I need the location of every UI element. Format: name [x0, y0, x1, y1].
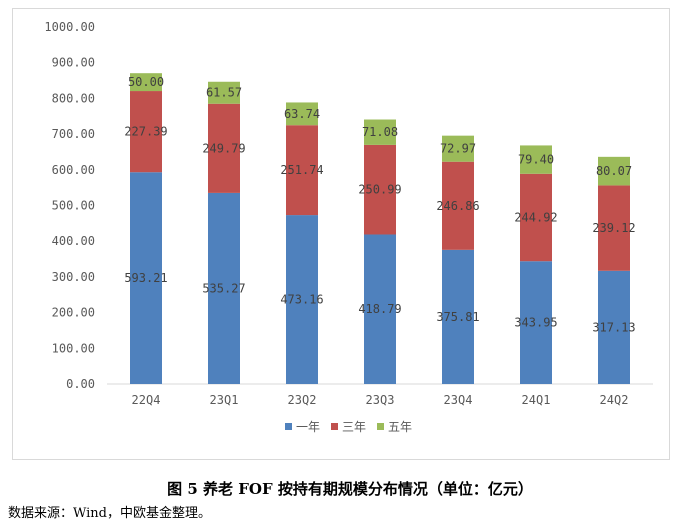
y-tick-label: 800.00 [52, 91, 95, 105]
data-label: 239.12 [592, 221, 635, 235]
bar-23Q1-series-1 [208, 103, 240, 193]
x-tick-label: 23Q3 [366, 393, 395, 407]
bar-23Q3-series-2 [364, 119, 396, 145]
y-tick-label: 200.00 [52, 306, 95, 320]
data-label: 343.95 [514, 316, 557, 330]
y-tick-label: 1000.00 [44, 20, 95, 34]
legend-label: 五年 [388, 420, 412, 434]
legend-swatch [285, 423, 292, 430]
chart-frame: 0.00 100.00 200.00 300.00 400.00 500.00 600.00… [12, 8, 670, 460]
stacked-bar-chart: 0.00 100.00 200.00 300.00 400.00 500.00 600.00… [44, 20, 653, 434]
data-label: 250.99 [358, 183, 401, 197]
y-tick-label: 0.00 [66, 377, 95, 391]
data-label: 535.27 [202, 281, 245, 295]
data-label: 246.86 [436, 199, 479, 213]
x-tick-label: 22Q4 [132, 393, 161, 407]
legend-label: 三年 [342, 420, 366, 434]
bar-23Q4-series-0 [442, 249, 474, 384]
bar-23Q3-series-1 [364, 144, 396, 235]
y-tick-label: 600.00 [52, 163, 95, 177]
data-label: 79.40 [518, 153, 554, 167]
data-label: 80.07 [596, 164, 632, 178]
bar-23Q2-series-0 [286, 215, 318, 384]
y-tick-label: 900.00 [52, 56, 95, 70]
data-label: 71.08 [362, 125, 398, 139]
bar-23Q4-series-2 [442, 135, 474, 162]
data-label: 63.74 [284, 107, 320, 121]
data-label: 251.74 [280, 163, 323, 177]
x-tick-label: 24Q2 [600, 393, 629, 407]
x-tick-label: 23Q1 [210, 393, 239, 407]
bar-24Q1-series-0 [520, 261, 552, 384]
data-label: 244.92 [514, 210, 557, 224]
data-label: 593.21 [124, 271, 167, 285]
legend-label: 一年 [296, 420, 320, 434]
bar-23Q2-series-2 [286, 102, 318, 126]
bar-22Q4-series-1 [130, 91, 162, 173]
bar-23Q3-series-0 [364, 234, 396, 384]
bar-22Q4-series-2 [130, 73, 162, 92]
y-tick-label: 700.00 [52, 127, 95, 141]
data-label: 50.00 [128, 75, 164, 89]
bar-24Q2-series-1 [598, 185, 630, 271]
x-tick-label: 24Q1 [522, 393, 551, 407]
legend-swatch [377, 423, 384, 430]
legend-swatch [331, 423, 338, 430]
bar-23Q1-series-0 [208, 192, 240, 384]
bar-23Q2-series-1 [286, 125, 318, 216]
bar-24Q2-series-2 [598, 156, 630, 186]
bar-23Q4-series-1 [442, 161, 474, 250]
data-label: 418.79 [358, 302, 401, 316]
x-tick-label: 23Q4 [444, 393, 473, 407]
y-tick-label: 300.00 [52, 270, 95, 284]
y-tick-label: 400.00 [52, 234, 95, 248]
source-note: 数据来源：Wind，中欧基金整理。 [8, 506, 211, 521]
data-label: 375.81 [436, 310, 479, 324]
y-tick-label: 500.00 [52, 199, 95, 213]
y-tick-label: 100.00 [52, 341, 95, 355]
data-label: 227.39 [124, 125, 167, 139]
data-label: 317.13 [592, 320, 635, 334]
figure-caption: 图 5 养老 FOF 按持有期规模分布情况（单位：亿元） [167, 480, 533, 498]
data-label: 72.97 [440, 142, 476, 156]
bar-24Q1-series-1 [520, 173, 552, 262]
data-label: 473.16 [280, 293, 323, 307]
bar-23Q1-series-2 [208, 81, 240, 104]
bar-24Q1-series-2 [520, 145, 552, 174]
data-label: 61.57 [206, 86, 242, 100]
data-label: 249.79 [202, 141, 245, 155]
bar-22Q4-series-0 [130, 172, 162, 384]
bar-24Q2-series-0 [598, 270, 630, 384]
x-tick-label: 23Q2 [288, 393, 317, 407]
